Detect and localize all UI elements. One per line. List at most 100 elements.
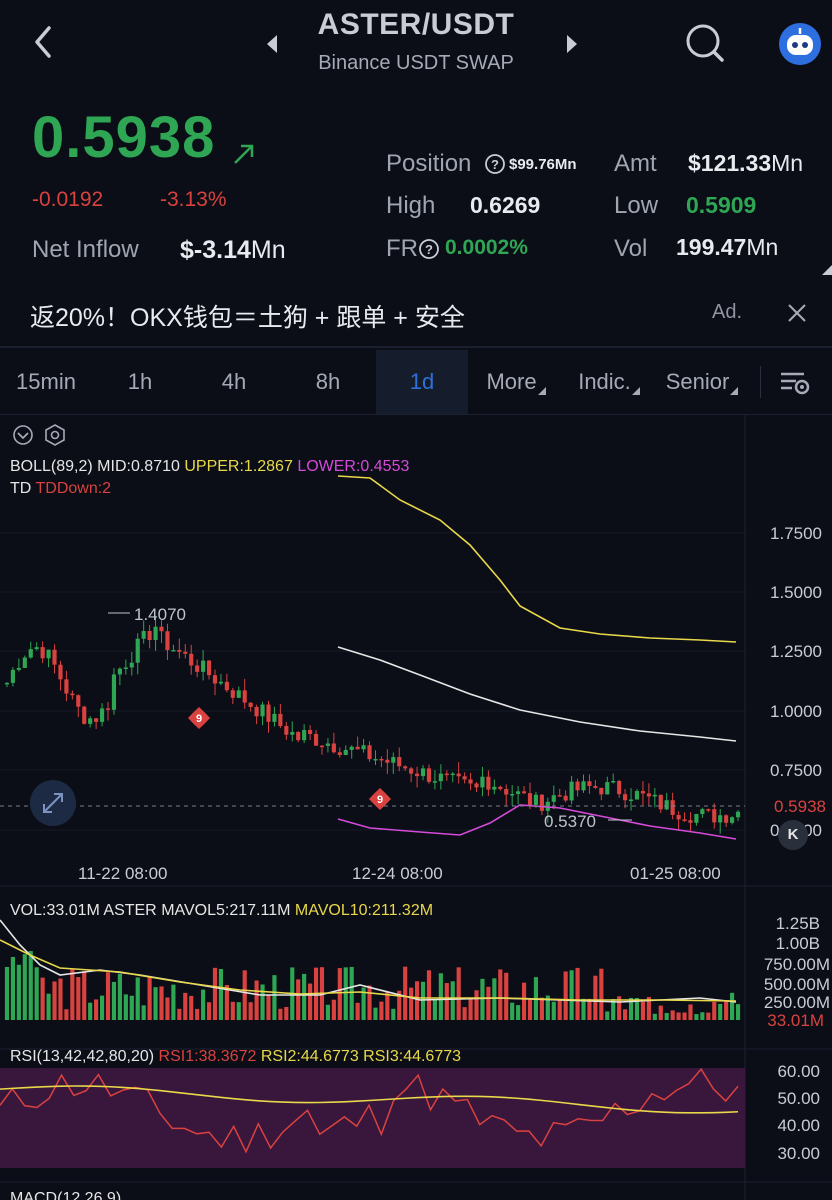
candle-body [605, 782, 610, 795]
volume-bar [414, 981, 420, 1020]
rsi-tick-2: 50.00 [777, 1089, 820, 1108]
ad-banner[interactable]: 返20%！OKX钱包＝土狗 + 跟单 + 安全 Ad. [0, 286, 832, 340]
boll-upper-line [337, 475, 737, 643]
volume-bar [212, 967, 218, 1020]
volume-bar [735, 1004, 741, 1020]
dropdown-corner-icon [537, 387, 546, 395]
next-pair-button[interactable] [562, 32, 582, 56]
candle-body [308, 730, 313, 734]
td-marker-badge [369, 788, 391, 810]
fr-info-icon[interactable]: ? [418, 238, 440, 265]
back-button[interactable] [28, 22, 62, 62]
chart-settings-button[interactable] [778, 368, 812, 398]
high-value: 0.6269 [470, 192, 541, 218]
indicator-settings-icon[interactable] [44, 424, 66, 451]
ad-tag: Ad. [712, 301, 743, 323]
candle-body [623, 794, 628, 801]
volume-bar [569, 970, 574, 1020]
td-marker-label: 9 [196, 713, 202, 725]
tab-4h[interactable]: 4h [221, 369, 247, 394]
candle-body [492, 786, 497, 790]
tab-indicators[interactable]: Indic. [564, 350, 654, 414]
candle-body [195, 665, 200, 672]
volume-bar [664, 1012, 669, 1020]
volume-bar [88, 1002, 93, 1020]
tab-1h[interactable]: 1h [127, 369, 153, 394]
volume-bar [105, 972, 111, 1020]
candle-body [337, 752, 342, 755]
volume-bar [242, 970, 247, 1020]
prev-pair-button[interactable] [262, 32, 282, 56]
candle-body [533, 794, 539, 805]
y-tick-5: 0.7500 [770, 761, 822, 780]
tab-more-label: More [486, 369, 537, 394]
candle-body [284, 726, 289, 735]
rsi-tick-1: 60.00 [777, 1062, 820, 1081]
tab-1d[interactable]: 1d [376, 350, 468, 414]
volume-bar [587, 998, 592, 1020]
kline-badge-button[interactable]: K [778, 820, 808, 850]
candle-body [617, 780, 622, 795]
position-info-icon[interactable]: ? [484, 153, 506, 180]
volume-bar [218, 968, 224, 1020]
candle-body [486, 776, 491, 790]
candle-body [242, 690, 247, 703]
volume-bar [165, 997, 170, 1020]
candle-body [521, 791, 527, 794]
volume-bar [438, 973, 443, 1020]
volume-bar [111, 981, 117, 1020]
bot-avatar-button[interactable] [778, 22, 822, 66]
volume-bar [337, 968, 342, 1020]
tab-more[interactable]: More [474, 350, 558, 414]
tab-indicators-label: Indic. [578, 369, 631, 394]
y-tick-1: 1.7500 [770, 524, 822, 543]
candle-body [64, 679, 69, 694]
candle-body [706, 809, 711, 811]
vol-tick-3: 750.00M [763, 955, 830, 974]
candle-body [159, 626, 164, 632]
search-button[interactable] [684, 22, 726, 64]
candle-body [16, 667, 21, 670]
candle-body [569, 781, 574, 801]
volume-bar [177, 1008, 182, 1020]
volume-bar [706, 1012, 711, 1020]
ad-close-button[interactable] [786, 302, 808, 324]
volume-bar [189, 995, 194, 1020]
price-chart[interactable]: 99 [0, 415, 832, 1200]
candle-body [135, 638, 140, 663]
candle-body [444, 773, 449, 776]
candle-body [248, 702, 253, 707]
candle-body [557, 795, 562, 797]
volume-bar [367, 985, 372, 1020]
candle-body [724, 815, 729, 823]
expand-chart-button[interactable] [30, 780, 76, 826]
candle-body [183, 651, 188, 654]
y-tick-3: 1.2500 [770, 642, 822, 661]
candle-body [22, 657, 27, 668]
rsi-tick-4: 30.00 [777, 1144, 820, 1163]
pair-title[interactable]: ASTER/USDT [317, 8, 515, 41]
tab-8h[interactable]: 8h [315, 369, 341, 394]
volume-bar [539, 997, 544, 1020]
low-label: Low [614, 192, 659, 219]
volume-bar [480, 978, 485, 1020]
robot-avatar-icon [779, 23, 821, 65]
collapse-indicators-icon[interactable] [12, 424, 34, 451]
candle-body [587, 781, 592, 786]
volume-bar [254, 980, 259, 1020]
volume-bar [183, 992, 188, 1020]
volume-bar [64, 1009, 69, 1020]
volume-bar [658, 1005, 663, 1020]
volume-bar [700, 1012, 705, 1020]
volume-legend: VOL:33.01M ASTER MAVOL5:217.11M MAVOL10:… [10, 902, 434, 919]
candle-body [581, 781, 586, 791]
volume-bar [379, 1001, 384, 1020]
volume-bar [58, 978, 63, 1020]
candle-body [46, 649, 51, 659]
volume-bar [409, 987, 414, 1020]
tab-senior[interactable]: Senior [656, 350, 748, 414]
volume-bar [248, 1002, 253, 1020]
volume-bar [284, 1006, 289, 1020]
tab-15min[interactable]: 15min [16, 369, 76, 394]
candle-body [296, 732, 301, 741]
